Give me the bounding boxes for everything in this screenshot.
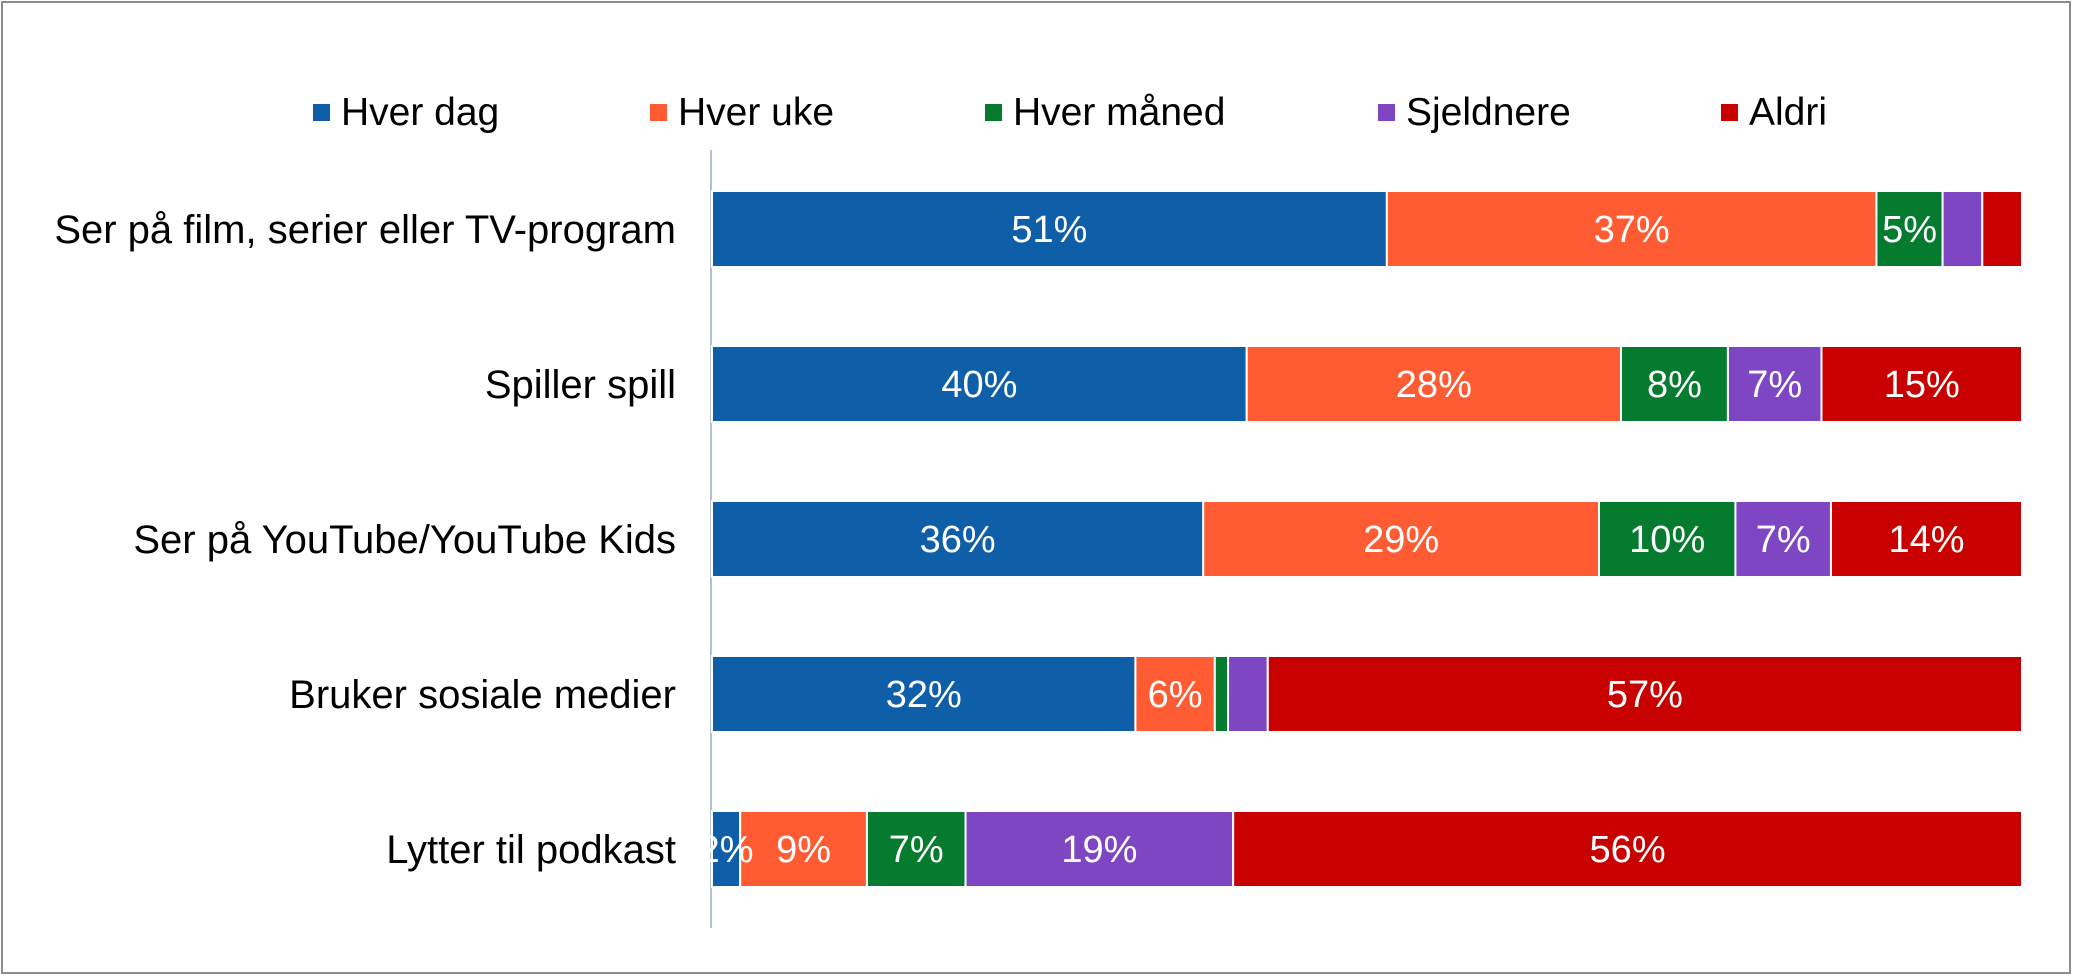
legend-label-aldri: Aldri [1749,91,1827,134]
bar-segment-aldri [1266,655,2023,733]
data-label: 10% [1629,519,1705,561]
data-labels: 51% 37% 5% 40% 28% 8% 7% 15% 36% 29% 10% 7% 14% 32% 6%… [699,209,1965,871]
data-label: 14% [1888,519,1964,561]
bar-segment-sjeldnere [1734,500,1832,578]
data-label: 9% [776,829,831,871]
data-label: 37% [1594,209,1670,251]
legend-label-hver-dag: Hver dag [341,91,499,134]
legend-swatch-hver-uke [650,104,667,121]
data-label: 8% [1647,364,1702,406]
legend-label-hver-uke: Hver uke [678,91,834,134]
category-label: Lytter til podkast [386,828,676,872]
data-label: 5% [1882,209,1937,251]
bar-segment-hver-dag [711,810,742,888]
data-label: 7% [889,829,944,871]
bar-segment-hver-m-ned [1619,345,1729,423]
data-label: 57% [1607,674,1683,716]
bar-segment-sjeldnere [1726,345,1823,423]
legend-label-hver-m-ned: Hver måned [1013,91,1225,134]
data-label: 40% [941,364,1017,406]
category-label: Ser på YouTube/YouTube Kids [133,518,676,562]
category-labels: Ser på film, serier eller TV-program Spil… [54,208,676,872]
data-label: 15% [1884,364,1960,406]
data-label: 51% [1011,209,1087,251]
data-label: 6% [1148,674,1203,716]
category-label: Bruker sosiale medier [289,673,676,717]
bar-segment-hver-uke [739,810,868,888]
bar-segment-sjeldnere [964,810,1235,888]
data-label: 19% [1061,829,1137,871]
data-label: 28% [1396,364,1472,406]
bar-segment-hver-dag [711,655,1137,733]
bar-segment-hver-m-ned [1597,500,1737,578]
data-label: 32% [886,674,962,716]
legend-swatch-aldri [1721,104,1738,121]
bar-segment-aldri [1232,810,2024,888]
data-label: 2% [699,829,754,871]
data-label: 7% [1756,519,1811,561]
bars [711,190,2024,888]
legend-swatch-hver-m-ned [985,104,1002,121]
bar-segment-aldri [1829,500,2023,578]
data-label: 29% [1363,519,1439,561]
category-label: Spiller spill [485,363,676,407]
bar-segment-aldri [1820,345,2023,423]
legend-label-sjeldnere: Sjeldnere [1406,91,1571,134]
bar-segment-aldri [1981,190,2024,268]
data-label: 56% [1590,829,1666,871]
legend-swatch-hver-dag [313,104,330,121]
bar-segment-hver-dag [711,500,1205,578]
bar-segment-hver-m-ned [1213,655,1230,733]
bar-segment-hver-uke [1202,500,1600,578]
bar-segment-sjeldnere [1227,655,1269,733]
legend: Hver dag Hver uke Hver måned Sjeldnere Aldri [313,91,1827,134]
bar-segment-hver-uke [1134,655,1216,733]
bar-segment-hver-dag [711,190,1388,268]
legend-swatch-sjeldnere [1378,104,1395,121]
data-label: 7% [1747,364,1802,406]
data-label: 36% [920,519,996,561]
bar-segment-sjeldnere [1941,190,1984,268]
bar-segment-hver-uke [1385,190,1878,268]
category-label: Ser på film, serier eller TV-program [54,208,676,252]
